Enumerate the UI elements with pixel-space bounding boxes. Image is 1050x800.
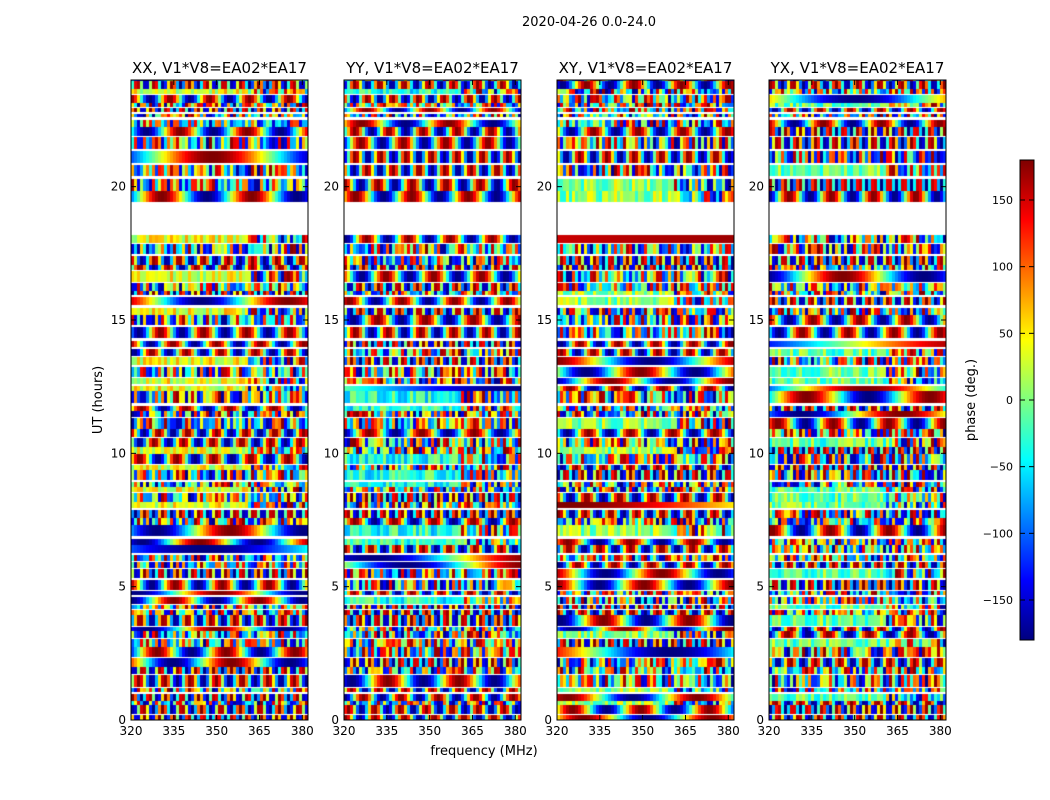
phase-heatmap-image bbox=[344, 80, 521, 720]
x-tick-label: 380 bbox=[291, 724, 314, 738]
y-tick-label: 0 bbox=[544, 713, 552, 727]
y-tick-label: 20 bbox=[537, 180, 552, 194]
y-tick-label: 5 bbox=[756, 580, 764, 594]
x-tick-label: 380 bbox=[717, 724, 740, 738]
y-tick-label: 0 bbox=[118, 713, 126, 727]
colorbar-tick-label: −100 bbox=[983, 527, 1013, 540]
plot-frame bbox=[130, 79, 309, 721]
y-tick-label: 20 bbox=[324, 180, 339, 194]
panel-1: XX, V1*V8=EA02*EA17 320 335 350 365 380 0 5 10 15… bbox=[111, 59, 314, 738]
x-tick-label: 350 bbox=[418, 724, 441, 738]
x-tick-label: 380 bbox=[504, 724, 527, 738]
panel-3: XY, V1*V8=EA02*EA17 320 335 350 365 380 0 5 10 15… bbox=[537, 59, 740, 738]
plot-frame bbox=[343, 79, 522, 721]
y-tick-label: 10 bbox=[324, 446, 339, 460]
x-tick-label: 365 bbox=[674, 724, 697, 738]
panel-title: YY, V1*V8=EA02*EA17 bbox=[345, 59, 519, 77]
y-tick-label: 10 bbox=[111, 446, 126, 460]
colorbar-tick-label: −150 bbox=[983, 594, 1013, 607]
x-tick-label: 335 bbox=[162, 724, 185, 738]
panel-4: YX, V1*V8=EA02*EA17 320 335 350 365 380 0 5 10 15… bbox=[749, 59, 952, 738]
x-tick-label: 335 bbox=[800, 724, 823, 738]
colorbar-tick-label: 100 bbox=[992, 261, 1013, 274]
colorbar-tick-label: 50 bbox=[999, 327, 1013, 340]
panel-title: XY, V1*V8=EA02*EA17 bbox=[559, 59, 733, 77]
x-tick-label: 320 bbox=[546, 724, 569, 738]
x-tick-label: 365 bbox=[886, 724, 909, 738]
x-axis-label: frequency (MHz) bbox=[430, 744, 537, 759]
colorbar-tick-label: 0 bbox=[1006, 394, 1013, 407]
y-tick-label: 20 bbox=[749, 180, 764, 194]
panel-2: YY, V1*V8=EA02*EA17 320 335 350 365 380 0 5 10 15… bbox=[324, 59, 527, 738]
plot-frame bbox=[556, 79, 735, 721]
colorbar: 150 100 50 0 −50 −100 −150 phase (deg.) bbox=[964, 159, 1035, 641]
x-tick-label: 350 bbox=[631, 724, 654, 738]
y-axis-label: UT (hours) bbox=[91, 366, 106, 434]
y-tick-label: 10 bbox=[749, 446, 764, 460]
colorbar-tick-label: −50 bbox=[990, 461, 1013, 474]
phase-heatmap-image bbox=[131, 80, 308, 720]
x-tick-label: 320 bbox=[333, 724, 356, 738]
colorbar-tick-label: 150 bbox=[992, 194, 1013, 207]
figure-title: 2020-04-26 0.0-24.0 bbox=[522, 15, 656, 30]
y-tick-label: 10 bbox=[537, 446, 552, 460]
x-tick-label: 350 bbox=[843, 724, 866, 738]
y-tick-label: 15 bbox=[749, 313, 764, 327]
x-tick-label: 320 bbox=[758, 724, 781, 738]
x-tick-label: 365 bbox=[461, 724, 484, 738]
x-tick-label: 320 bbox=[120, 724, 143, 738]
y-tick-label: 20 bbox=[111, 180, 126, 194]
y-tick-label: 5 bbox=[331, 580, 339, 594]
y-tick-label: 15 bbox=[537, 313, 552, 327]
x-tick-label: 380 bbox=[929, 724, 952, 738]
x-tick-label: 365 bbox=[248, 724, 271, 738]
phase-heatmap-image bbox=[557, 80, 734, 720]
y-tick-label: 15 bbox=[111, 313, 126, 327]
y-tick-label: 15 bbox=[324, 313, 339, 327]
colorbar-label: phase (deg.) bbox=[964, 359, 979, 441]
x-tick-label: 335 bbox=[588, 724, 611, 738]
panels: XX, V1*V8=EA02*EA17 320 335 350 365 380 0 5 10 15… bbox=[111, 59, 952, 738]
x-tick-label: 335 bbox=[375, 724, 398, 738]
y-tick-label: 0 bbox=[756, 713, 764, 727]
panel-title: XX, V1*V8=EA02*EA17 bbox=[132, 59, 307, 77]
y-tick-label: 5 bbox=[544, 580, 552, 594]
panel-title: YX, V1*V8=EA02*EA17 bbox=[770, 59, 945, 77]
plot-frame bbox=[768, 79, 947, 721]
phase-heatmap-image bbox=[769, 80, 946, 720]
x-tick-label: 350 bbox=[205, 724, 228, 738]
colorbar-ticks: 150 100 50 0 −50 −100 −150 bbox=[983, 194, 1034, 607]
y-tick-label: 5 bbox=[118, 580, 126, 594]
y-tick-label: 0 bbox=[331, 713, 339, 727]
